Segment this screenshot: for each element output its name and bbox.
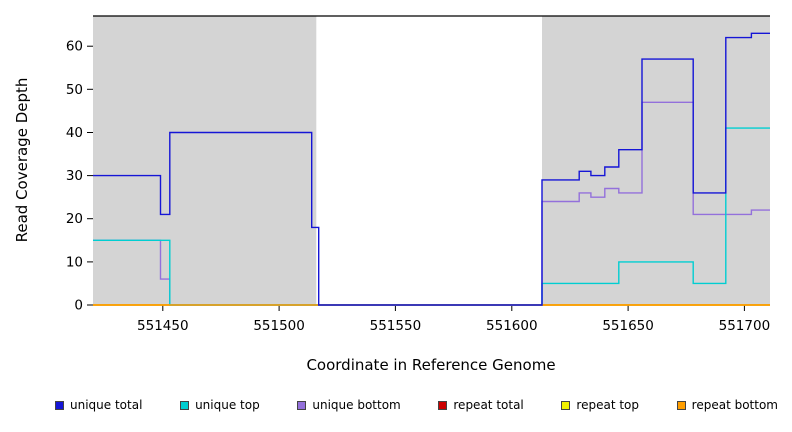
legend-label: repeat top bbox=[576, 398, 640, 412]
svg-text:10: 10 bbox=[66, 254, 83, 270]
legend-swatch bbox=[438, 400, 448, 410]
svg-text:551550: 551550 bbox=[370, 318, 422, 334]
legend-label: repeat bottom bbox=[691, 398, 778, 412]
legend-swatch bbox=[561, 400, 571, 410]
legend-item: unique top bbox=[180, 398, 260, 412]
svg-text:20: 20 bbox=[66, 211, 83, 227]
legend-item: unique total bbox=[55, 398, 142, 412]
svg-text:551600: 551600 bbox=[486, 318, 538, 334]
legend-label: unique total bbox=[70, 398, 143, 412]
svg-text:60: 60 bbox=[66, 39, 83, 55]
legend-item: unique bottom bbox=[297, 398, 401, 412]
svg-text:551650: 551650 bbox=[602, 318, 654, 334]
legend-swatch bbox=[180, 400, 190, 410]
svg-text:0: 0 bbox=[74, 298, 83, 314]
svg-text:551700: 551700 bbox=[719, 318, 771, 334]
svg-text:551500: 551500 bbox=[253, 318, 305, 334]
svg-text:40: 40 bbox=[66, 125, 83, 141]
legend-swatch bbox=[297, 400, 307, 410]
legend-label: unique bottom bbox=[312, 398, 401, 412]
legend-swatch bbox=[55, 400, 64, 410]
svg-text:551450: 551450 bbox=[137, 318, 189, 334]
y-axis-label: Read Coverage Depth bbox=[13, 77, 31, 243]
legend-swatch bbox=[676, 400, 686, 410]
legend-label: unique top bbox=[195, 398, 260, 412]
legend-label: repeat total bbox=[453, 398, 524, 412]
svg-text:30: 30 bbox=[66, 168, 83, 184]
legend-item: repeat total bbox=[438, 398, 524, 412]
legend: unique total unique top unique bottom re… bbox=[0, 398, 792, 412]
legend-item: repeat bottom bbox=[676, 398, 778, 412]
svg-text:50: 50 bbox=[66, 82, 83, 98]
x-axis-label: Coordinate in Reference Genome bbox=[306, 356, 556, 374]
legend-item: repeat top bbox=[561, 398, 639, 412]
